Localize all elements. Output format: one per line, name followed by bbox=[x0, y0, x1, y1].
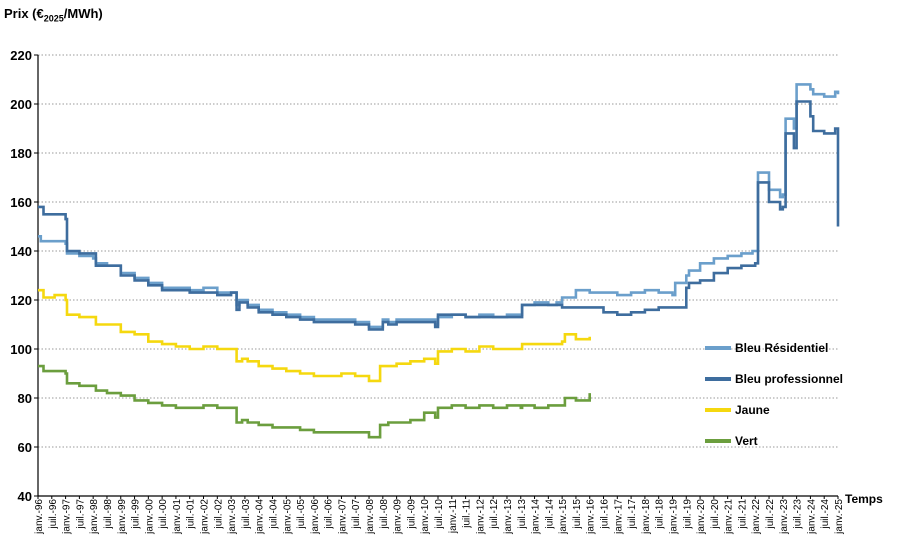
legend-item-jaune: Jaune bbox=[705, 402, 770, 418]
legend-swatch bbox=[705, 346, 731, 350]
x-tick-label: janv.-14 bbox=[531, 499, 542, 535]
x-tick-label: janv.-19 bbox=[668, 499, 679, 535]
x-tick-label: janv.-18 bbox=[641, 499, 652, 535]
y-tick-label: 180 bbox=[10, 146, 32, 161]
x-tick-label: juil.-09 bbox=[406, 499, 417, 530]
x-tick-label: juil.-23 bbox=[793, 499, 804, 530]
x-tick-label: juil.-15 bbox=[572, 499, 583, 530]
x-tick-label: janv.-16 bbox=[586, 499, 597, 535]
legend-swatch bbox=[705, 439, 731, 443]
y-tick-label: 60 bbox=[18, 440, 32, 455]
x-tick-label: juil.-10 bbox=[434, 499, 445, 530]
x-tick-label: juil.-24 bbox=[820, 499, 831, 530]
legend-item-vert: Vert bbox=[705, 433, 758, 449]
x-tick-label: juil.-03 bbox=[241, 499, 252, 530]
x-tick-label: juil.-12 bbox=[489, 499, 500, 530]
x-tick-label: juil.-21 bbox=[737, 499, 748, 530]
x-tick-label: janv.-22 bbox=[751, 499, 762, 535]
x-tick-label: juil.-04 bbox=[268, 499, 279, 530]
x-tick-label: juil.-17 bbox=[627, 499, 638, 530]
x-tick-label: juil.-96 bbox=[48, 499, 59, 530]
x-tick-label: juil.-16 bbox=[600, 499, 611, 530]
y-tick-label: 220 bbox=[10, 48, 32, 63]
legend-item-bleu-professionnel: Bleu professionnel bbox=[705, 371, 843, 387]
x-tick-label: juil.-08 bbox=[379, 499, 390, 530]
x-tick-label: janv.-02 bbox=[200, 499, 211, 535]
x-tick-label: janv.-05 bbox=[282, 499, 293, 535]
series-lines bbox=[38, 83, 840, 439]
x-tick-labels: janv.-96 juil.-96 janv.-97 juil.-97 janv.-98… bbox=[34, 496, 845, 535]
x-tick-label: juil.-05 bbox=[296, 499, 307, 530]
axes bbox=[37, 55, 838, 497]
y-tick-label: 200 bbox=[10, 97, 32, 112]
x-tick-label: juil.-20 bbox=[710, 499, 721, 530]
legend-label: Vert bbox=[735, 434, 758, 448]
series-line-bleu-r-sidentiel bbox=[38, 83, 840, 329]
x-tick-label: juil.-13 bbox=[517, 499, 528, 530]
x-tick-label: janv.-10 bbox=[420, 499, 431, 535]
x-tick-label: janv.-99 bbox=[117, 499, 128, 535]
series-line-bleu-professionnel bbox=[38, 100, 840, 331]
x-tick-label: janv.-97 bbox=[62, 499, 73, 535]
x-tick-label: janv.-20 bbox=[696, 499, 707, 535]
x-axis-label: Temps bbox=[845, 492, 883, 506]
x-tick-label: janv.-13 bbox=[503, 499, 514, 535]
x-tick-label: janv.-12 bbox=[475, 499, 486, 535]
x-tick-label: juil.-98 bbox=[103, 499, 114, 530]
y-axis-label: Prix (€2025/MWh) bbox=[4, 6, 103, 24]
x-tick-label: janv.-07 bbox=[337, 499, 348, 535]
legend-item-bleu-residentiel: Bleu Résidentiel bbox=[705, 340, 828, 356]
y-tick-label: 160 bbox=[10, 195, 32, 210]
x-tick-label: janv.-04 bbox=[255, 499, 266, 535]
x-tick-label: juil.-07 bbox=[351, 499, 362, 530]
x-tick-label: janv.-15 bbox=[558, 499, 569, 535]
x-tick-label: juil.-99 bbox=[131, 499, 142, 530]
gridlines bbox=[38, 54, 838, 448]
x-tick-label: janv.-08 bbox=[365, 499, 376, 535]
x-tick-label: janv.-24 bbox=[806, 499, 817, 535]
x-tick-label: juil.-14 bbox=[544, 499, 555, 530]
x-tick-label: janv.-23 bbox=[779, 499, 790, 535]
x-tick-label: janv.-01 bbox=[172, 499, 183, 535]
y-tick-labels: 40 60 80 100 120 140 160 180 200 220 bbox=[10, 48, 38, 504]
legend-label: Bleu Résidentiel bbox=[735, 341, 829, 355]
series-line-vert bbox=[38, 364, 591, 439]
x-tick-label: janv.-09 bbox=[393, 499, 404, 535]
y-tick-label: 120 bbox=[10, 293, 32, 308]
y-tick-label: 100 bbox=[10, 342, 32, 357]
series-line-jaune bbox=[38, 288, 591, 383]
legend-label: Bleu professionnel bbox=[735, 372, 844, 386]
y-tick-label: 140 bbox=[10, 244, 32, 259]
x-tick-label: juil.-06 bbox=[324, 499, 335, 530]
x-tick-label: juil.-11 bbox=[462, 499, 473, 529]
x-tick-label: janv.-11 bbox=[448, 499, 459, 535]
x-tick-label: janv.-06 bbox=[310, 499, 321, 535]
x-tick-label: janv.-25 bbox=[834, 499, 845, 535]
x-tick-label: janv.-21 bbox=[724, 499, 735, 535]
legend-swatch bbox=[705, 408, 731, 412]
x-tick-label: janv.-03 bbox=[227, 499, 238, 535]
x-tick-label: janv.-17 bbox=[613, 499, 624, 535]
x-tick-label: juil.-18 bbox=[655, 499, 666, 530]
legend-label: Jaune bbox=[735, 403, 770, 417]
y-tick-label: 40 bbox=[18, 489, 32, 504]
x-tick-label: juil.-01 bbox=[186, 499, 197, 530]
x-tick-label: juil.-00 bbox=[158, 499, 169, 530]
legend-swatch bbox=[705, 377, 731, 381]
x-tick-label: juil.-19 bbox=[682, 499, 693, 530]
x-tick-label: janv.-00 bbox=[144, 499, 155, 535]
x-tick-label: juil.-02 bbox=[213, 499, 224, 530]
x-tick-label: juil.-22 bbox=[765, 499, 776, 530]
y-tick-label: 80 bbox=[18, 391, 32, 406]
x-tick-label: juil.-97 bbox=[75, 499, 86, 530]
x-tick-label: janv.-98 bbox=[89, 499, 100, 535]
x-tick-label: janv.-96 bbox=[34, 499, 45, 535]
